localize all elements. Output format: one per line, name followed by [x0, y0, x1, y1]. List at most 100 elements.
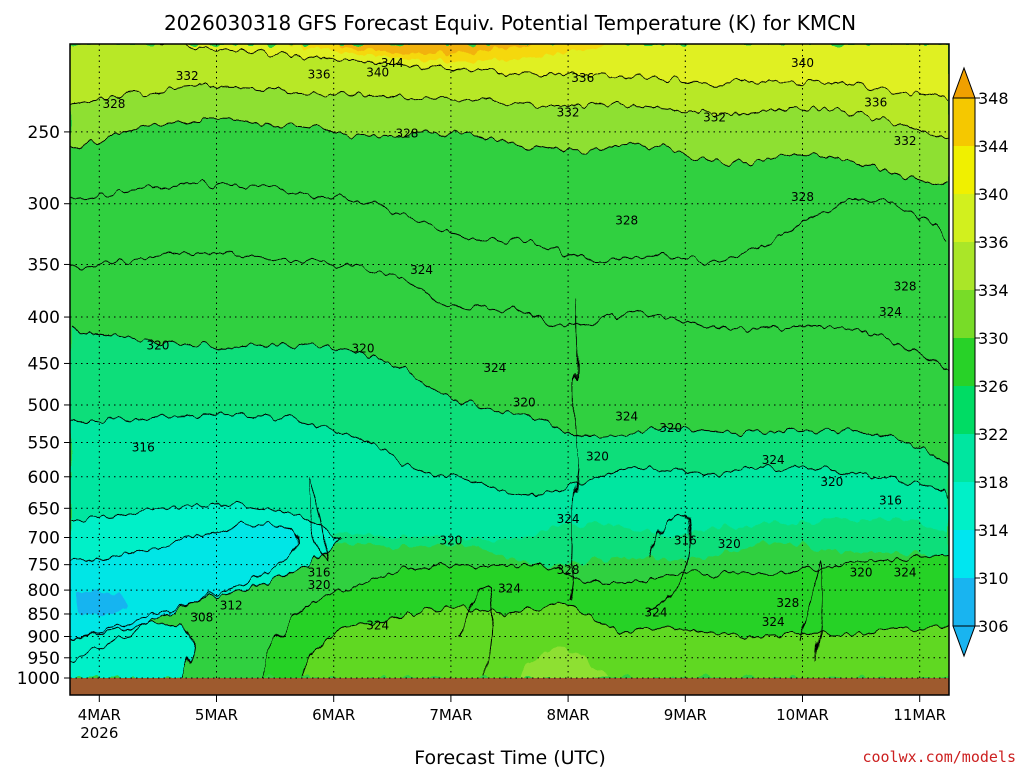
region-318 — [70, 413, 949, 580]
y-tick-label: 900 — [28, 627, 60, 647]
contour-line — [70, 623, 193, 678]
contour-label: 336 — [571, 71, 594, 85]
contour-label: 316 — [308, 565, 331, 579]
contour-line — [309, 479, 327, 562]
contour-line — [70, 503, 341, 641]
x-tick-label: 11MAR — [893, 706, 946, 724]
colorbar-segment — [953, 530, 975, 578]
colorbar-label: 322 — [978, 425, 1009, 444]
region-348 — [330, 44, 540, 54]
contour-label: 328 — [615, 213, 638, 227]
contour-label: 320 — [820, 475, 843, 489]
colorbar-label: 314 — [978, 521, 1009, 540]
colorbar-label: 306 — [978, 617, 1009, 636]
contour-line — [70, 183, 949, 262]
colorbar-label: 330 — [978, 329, 1009, 348]
colorbar-label: 340 — [978, 185, 1009, 204]
contour-label: 332 — [894, 134, 917, 148]
y-tick-label: 650 — [28, 499, 60, 519]
y-tick-label: 850 — [28, 605, 60, 625]
colorbar-segment — [953, 578, 975, 626]
contour-label: 324 — [762, 453, 785, 467]
x-tick-label: 10MAR — [776, 706, 829, 724]
colorbar-cap-bottom — [952, 625, 976, 658]
contour-label: 324 — [879, 305, 902, 319]
contour-label: 324 — [366, 618, 389, 632]
y-tick-label: 350 — [28, 255, 60, 275]
contour-label: 328 — [776, 596, 799, 610]
x-axis-title: Forecast Time (UTC) — [414, 747, 605, 768]
y-tick-label: 600 — [28, 468, 60, 488]
contour-label: 320 — [439, 533, 462, 547]
contour-label: 328 — [395, 126, 418, 140]
colorbar-frame — [952, 97, 976, 627]
region-330-low — [300, 604, 949, 678]
contour-label: 328 — [894, 279, 917, 293]
y-axis: 2503003504004505005506006507007508008509… — [17, 123, 70, 689]
region-306 — [75, 589, 128, 616]
contour-label: 316 — [132, 440, 155, 454]
contour-line — [70, 413, 949, 501]
contour-label: 328 — [557, 563, 580, 577]
colorbar-segment — [953, 146, 975, 194]
contour-label: 324 — [894, 565, 917, 579]
ground-fill — [70, 678, 949, 695]
x-tick-label: 9MAR — [664, 706, 707, 724]
contour-label: 324 — [410, 263, 433, 277]
y-tick-label: 500 — [28, 396, 60, 416]
contour-label: 324 — [762, 615, 785, 629]
y-tick-label: 450 — [28, 354, 60, 374]
y-tick-label: 300 — [28, 195, 60, 215]
contour-label: 320 — [146, 339, 169, 353]
colorbar-segment — [953, 338, 975, 386]
contour-label: 324 — [645, 606, 668, 620]
y-tick-label: 700 — [28, 528, 60, 548]
y-tick-label: 250 — [28, 123, 60, 143]
y-tick-label: 800 — [28, 581, 60, 601]
credit-text: coolwx.com/models — [862, 748, 1016, 766]
y-tick-label: 750 — [28, 556, 60, 576]
contour-label: 324 — [557, 512, 580, 526]
colorbar-segment — [953, 434, 975, 482]
colorbar-segment — [953, 482, 975, 530]
gridlines — [70, 44, 949, 679]
contour-label: 316 — [879, 493, 902, 507]
contour-label: 340 — [366, 65, 389, 79]
colorbar-label: 318 — [978, 473, 1009, 492]
contour-label: 320 — [659, 421, 682, 435]
colorbar-label: 336 — [978, 233, 1009, 252]
colorbar-cap-top — [952, 66, 976, 99]
ground-strip — [70, 678, 949, 695]
contour-label: 328 — [791, 190, 814, 204]
contour-line — [70, 253, 949, 371]
x-tick-label: 4MAR — [78, 706, 121, 724]
contour-label-layer: 3443403363323283283363323403323363323283… — [102, 56, 916, 632]
contour-label: 332 — [703, 110, 726, 124]
contour-label: 332 — [557, 106, 580, 120]
x-tick-sublabel: 2026 — [80, 724, 118, 742]
colorbar-segment — [953, 290, 975, 338]
y-tick-label: 1000 — [17, 669, 60, 689]
contour-label: 320 — [352, 341, 375, 355]
contour-label: 308 — [190, 611, 213, 625]
contour-label: 340 — [791, 56, 814, 70]
contour-line — [569, 299, 579, 601]
contour-label: 320 — [718, 537, 741, 551]
contour-label: 320 — [586, 450, 609, 464]
colorbar-segment — [953, 386, 975, 434]
contour-label: 320 — [850, 565, 873, 579]
colorbar: 306 310 314 318 322 326 330 334 336 340 344 348 — [952, 66, 1009, 658]
chart-title: 2026030318 GFS Forecast Equiv. Potential… — [164, 11, 856, 35]
contour-line — [70, 329, 949, 471]
contour-label: 324 — [483, 361, 506, 375]
contour-line — [70, 86, 949, 141]
colorbar-label: 326 — [978, 377, 1009, 396]
contour-line — [70, 118, 949, 186]
region-340 — [160, 44, 949, 98]
colorbar-segment — [953, 98, 975, 146]
field-regions — [70, 44, 949, 678]
contour-lines — [70, 44, 949, 678]
x-tick-label: 5MAR — [195, 706, 238, 724]
contour-label: 320 — [308, 578, 331, 592]
